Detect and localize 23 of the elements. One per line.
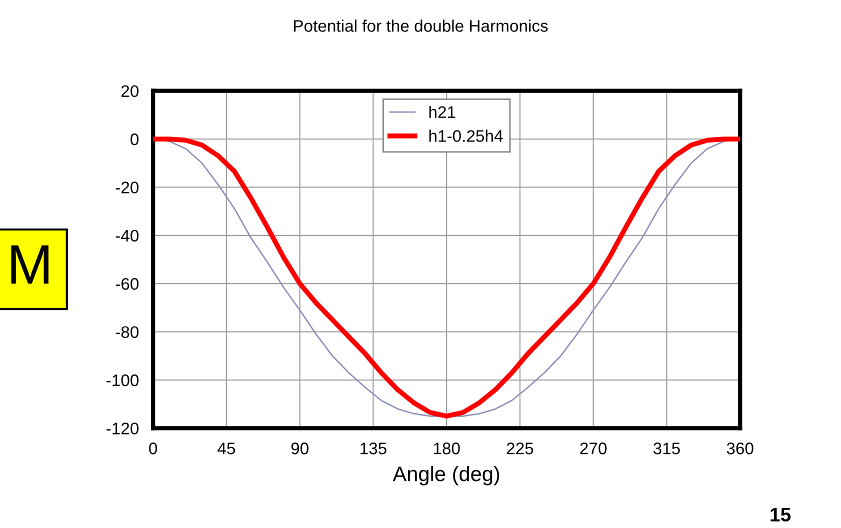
legend-label: h21 [429,106,456,118]
y-tick-label: -60 [116,278,139,290]
x-tick-label: 225 [506,442,534,454]
legend-label: h1-0.25h4 [429,130,503,142]
x-tick-label: 135 [360,442,386,454]
x-tick-label: 90 [291,442,308,454]
text: M [11,245,48,284]
x-tick-label: 360 [726,442,754,454]
y-tick-label: -40 [116,230,139,242]
x-tick-label: 0 [149,442,158,454]
text: 15 [770,508,791,522]
y-tick-label: -20 [116,182,139,194]
y-tick-label: -120 [106,422,139,434]
x-axis-title: Angle (deg) [392,466,500,486]
chart-title: Potential for the double Harmonics [294,20,548,32]
y-tick-label: 0 [130,133,139,146]
x-tick-label: 45 [218,442,236,454]
x-tick-label: 270 [580,442,607,454]
x-tick-label: 315 [653,442,680,454]
y-tick-label: 20 [121,85,139,98]
y-tick-label: -100 [106,374,139,386]
x-tick-label: 180 [434,442,460,454]
y-tick-label: -80 [116,326,139,338]
